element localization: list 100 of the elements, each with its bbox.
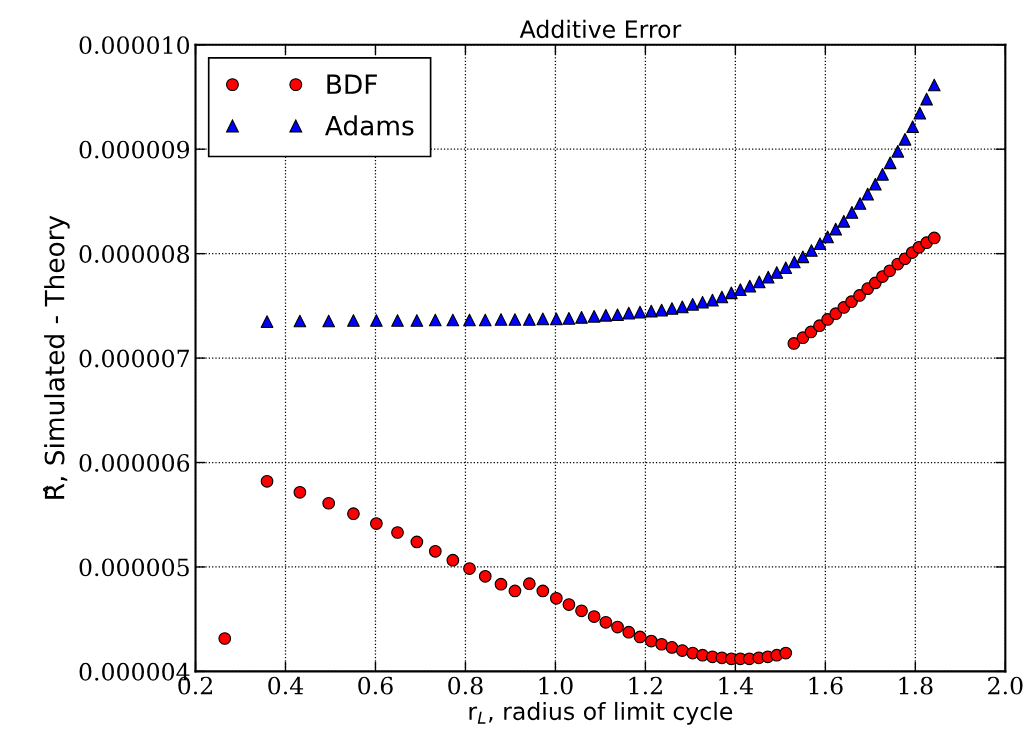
point [787, 255, 801, 269]
point [821, 230, 834, 244]
y-tick-label: 0.000009 [79, 140, 190, 159]
point [883, 264, 897, 278]
point [622, 625, 636, 639]
y-tick-label: 0.000010 [79, 36, 190, 55]
point [665, 302, 679, 315]
point [562, 598, 576, 611]
point [522, 577, 536, 591]
point [813, 237, 827, 251]
point [575, 604, 588, 618]
point [779, 261, 793, 275]
x-tick-label: 1.6 [809, 676, 843, 695]
point [853, 289, 866, 302]
y-tick-label: 0.000008 [79, 245, 190, 263]
point [715, 290, 729, 304]
point [508, 313, 522, 326]
point [446, 313, 460, 327]
x-tick-label: 1.0 [539, 676, 573, 695]
point [478, 313, 492, 327]
point [883, 156, 897, 170]
x-tick-label: 1.8 [899, 676, 933, 695]
point [927, 231, 941, 245]
point [218, 632, 232, 645]
point [611, 620, 624, 634]
point [920, 92, 933, 106]
point [463, 562, 476, 575]
y-tick-label: 0.000005 [79, 558, 189, 577]
point [446, 553, 460, 567]
point [410, 535, 424, 549]
x-tick-label: 1.4 [719, 676, 753, 695]
point [706, 293, 719, 307]
x-tick-label: 0.8 [448, 676, 483, 695]
point [260, 315, 274, 328]
point [463, 313, 476, 327]
point [696, 295, 709, 309]
point [347, 507, 360, 521]
x-axis-title: r$_{L}$, radius of limit cycle [469, 701, 733, 725]
point [347, 314, 360, 327]
point [410, 314, 424, 327]
point [428, 544, 442, 558]
point [633, 305, 647, 319]
point [644, 634, 658, 648]
point [876, 167, 889, 181]
point [587, 610, 601, 623]
point [733, 283, 747, 297]
point [536, 584, 550, 598]
point [322, 314, 336, 328]
point [752, 275, 766, 289]
point [478, 569, 492, 583]
y-tick-label: 0.000006 [79, 453, 190, 472]
point [770, 266, 784, 279]
x-tick-label: 0.4 [268, 676, 304, 695]
point [370, 517, 383, 530]
y-tick-label: 0.000007 [79, 349, 189, 368]
point [796, 250, 810, 264]
point [675, 300, 689, 314]
point [622, 306, 636, 320]
point [611, 308, 624, 322]
point [655, 303, 668, 317]
point [829, 307, 843, 321]
point [587, 309, 601, 323]
point [599, 615, 613, 629]
point [633, 630, 647, 644]
point [853, 197, 867, 210]
point [675, 644, 689, 657]
point [906, 120, 920, 134]
point [599, 308, 613, 322]
x-tick-label: 1.2 [629, 676, 662, 695]
point [494, 313, 508, 326]
point [260, 474, 274, 488]
point [761, 270, 775, 284]
point [536, 312, 550, 326]
point [370, 314, 383, 327]
legend-label: BDF [327, 74, 377, 94]
legend-label: Adams [325, 115, 414, 136]
point [845, 295, 858, 309]
point [743, 279, 757, 293]
point [293, 314, 307, 328]
point [891, 144, 905, 158]
point [686, 297, 700, 311]
point [508, 584, 522, 598]
point [927, 78, 941, 92]
point [845, 206, 859, 219]
point [428, 313, 442, 327]
point [549, 591, 563, 605]
point [805, 244, 818, 257]
point [391, 314, 404, 327]
point [829, 222, 843, 236]
point [293, 485, 307, 499]
point [655, 637, 668, 651]
point [494, 577, 508, 591]
point [724, 286, 738, 300]
point [779, 646, 793, 660]
point [861, 187, 875, 201]
point [575, 310, 588, 324]
x-tick-label: 2.0 [988, 676, 1023, 695]
point [562, 312, 576, 325]
point [868, 177, 882, 191]
point [787, 337, 801, 350]
